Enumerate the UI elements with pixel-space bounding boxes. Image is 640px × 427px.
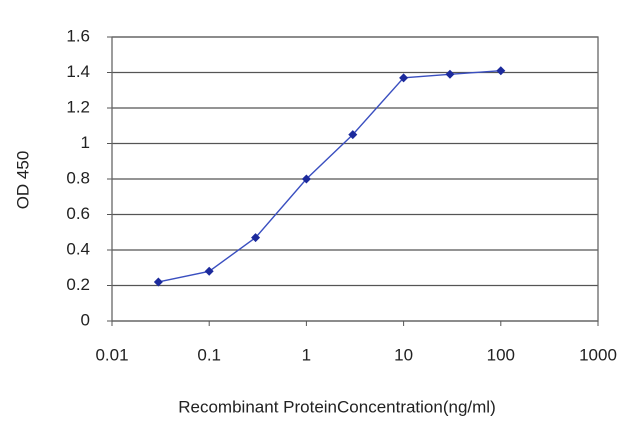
y-axis-label: OD 450 (13, 151, 32, 210)
x-tick-label: 0.01 (95, 345, 128, 364)
data-point (251, 233, 261, 243)
data-line (158, 70, 501, 283)
y-tick-label: 0.6 (66, 204, 90, 223)
x-axis-label: Recombinant ProteinConcentration(ng/ml) (178, 397, 496, 416)
y-tick-label: 0.4 (66, 239, 90, 258)
y-tick-label: 0.2 (66, 275, 90, 294)
y-tick-label: 1.4 (66, 62, 90, 81)
y-tick-label: 1.2 (66, 97, 90, 116)
data-point (445, 69, 455, 79)
data-point (301, 174, 311, 184)
data-point (348, 130, 358, 140)
x-tick-label: 1000 (579, 345, 617, 364)
y-tick-label: 1 (81, 133, 90, 152)
x-tick-label: 1 (302, 345, 311, 364)
x-tick-label: 0.1 (197, 345, 221, 364)
y-tick-label: 0 (81, 310, 90, 329)
data-point (153, 277, 163, 287)
data-point (399, 73, 409, 83)
y-tick-label: 1.6 (66, 26, 90, 45)
plot-frame (111, 36, 599, 322)
data-point (496, 66, 506, 76)
x-tick-label: 100 (487, 345, 515, 364)
y-tick-label: 0.8 (66, 168, 90, 187)
data-point (204, 266, 214, 276)
x-tick-label: 10 (394, 345, 413, 364)
